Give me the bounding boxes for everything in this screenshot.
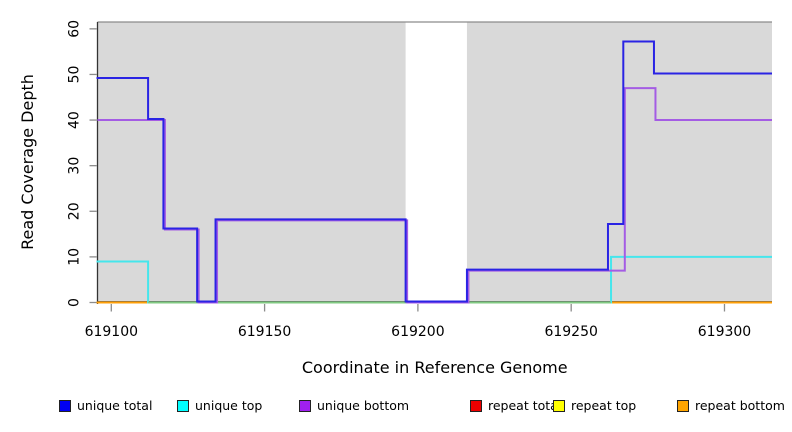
legend-item-repeat-total: repeat total: [470, 398, 561, 413]
legend-label-repeat-bottom: repeat bottom: [695, 398, 785, 413]
x-tick-label: 619200: [391, 324, 444, 340]
legend-label-unique-top: unique top: [195, 398, 263, 413]
legend-label-unique-bottom: unique bottom: [317, 398, 410, 413]
series-lines: [96, 40, 772, 304]
legend-label-repeat-top: repeat top: [571, 398, 637, 413]
legend-swatch-repeat-bottom: [677, 399, 689, 412]
legend-swatch-unique-total: [59, 399, 71, 412]
y-tick-label: 50: [67, 66, 83, 84]
y-tick-label: 30: [67, 157, 83, 175]
x-axis-title: Coordinate in Reference Genome: [302, 358, 568, 377]
y-tick-label: 20: [67, 202, 83, 220]
x-tick-label: 619150: [238, 324, 291, 340]
tick-labels: 619100 619150 619200 619250 619300 0 10 20 30 40 5…: [67, 20, 752, 340]
x-tick-label: 619300: [698, 324, 751, 340]
legend-item-unique-total: unique total: [59, 398, 152, 413]
no-data-gap: [405, 22, 467, 303]
legend-label-unique-total: unique total: [77, 398, 153, 413]
legend: unique total unique top unique bottom repea…: [0, 398, 792, 422]
coverage-chart: 619100 619150 619200 619250 619300 0 10 20 30 40 5…: [18, 20, 772, 377]
legend-swatch-unique-bottom: [299, 399, 311, 412]
y-tick-label: 0: [67, 298, 83, 307]
y-tick-label: 60: [67, 20, 83, 38]
y-tick-label: 40: [67, 111, 83, 129]
plot-panel: [97, 21, 772, 303]
legend-item-repeat-top: repeat top: [553, 398, 636, 413]
legend-swatch-repeat-total: [470, 399, 482, 412]
y-tick-label: 10: [67, 248, 83, 266]
series-line-unique-total: [96, 40, 772, 303]
legend-swatch-repeat-top: [553, 399, 565, 412]
x-tick-label: 619250: [544, 324, 597, 340]
legend-item-unique-top: unique top: [177, 398, 262, 413]
y-axis-title: Read Coverage Depth: [18, 74, 37, 250]
legend-item-unique-bottom: unique bottom: [299, 398, 409, 413]
legend-label-repeat-total: repeat total: [488, 398, 562, 413]
legend-swatch-unique-top: [177, 399, 189, 412]
x-tick-label: 619100: [85, 324, 138, 340]
legend-item-repeat-bottom: repeat bottom: [677, 398, 785, 413]
